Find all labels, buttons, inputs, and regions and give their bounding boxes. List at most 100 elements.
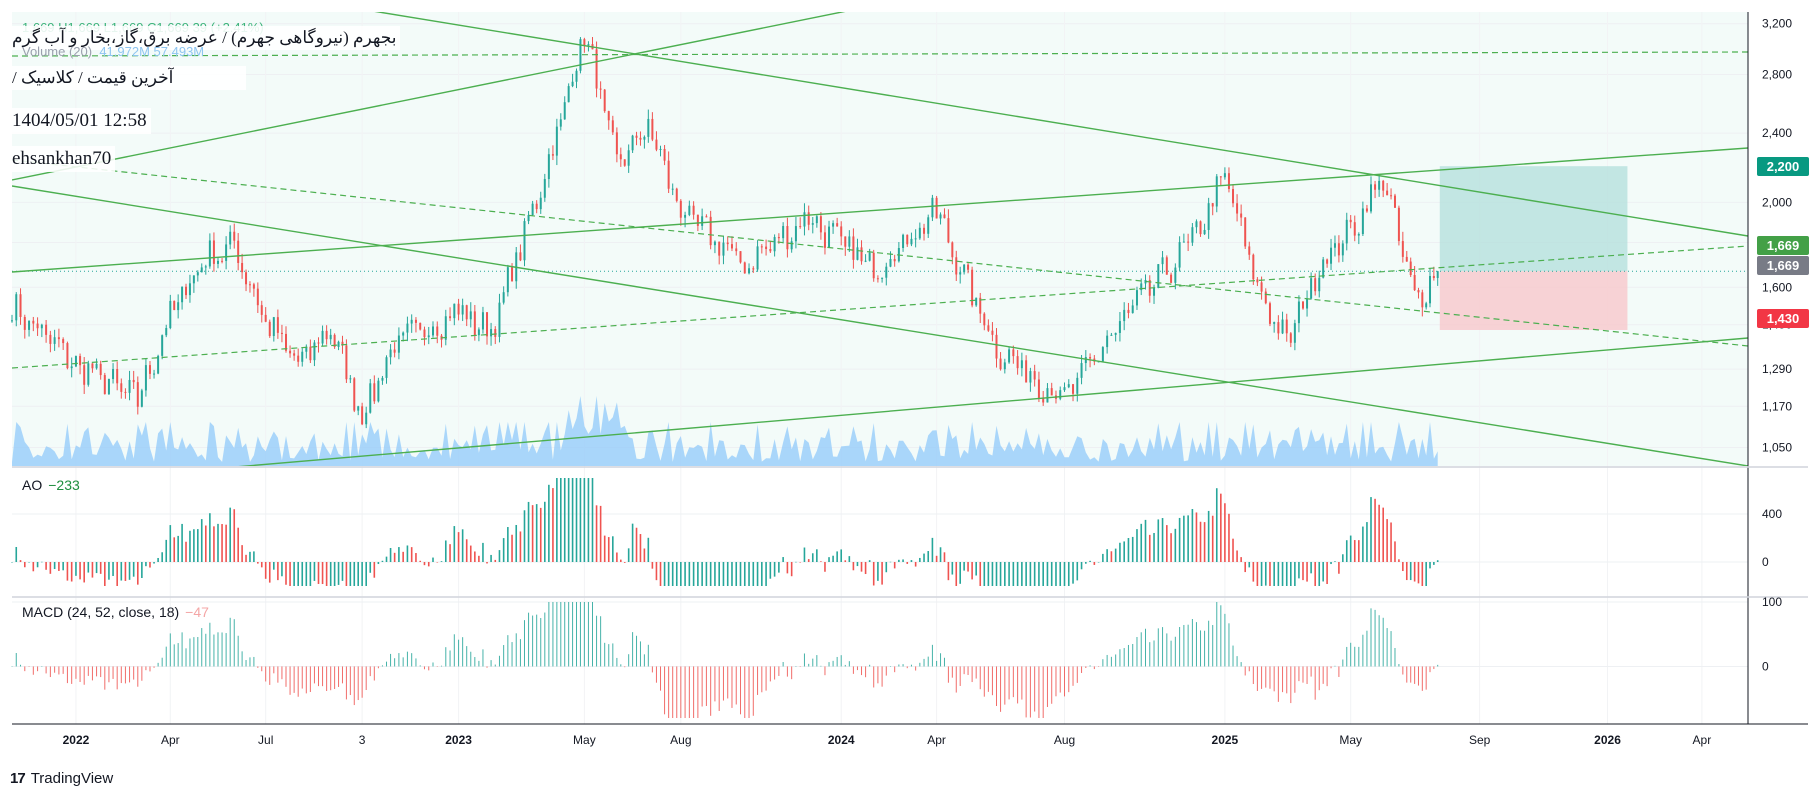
tradingview-logo[interactable]: 17 TradingView	[10, 770, 113, 787]
macd-bar	[587, 602, 589, 667]
macd-bar	[507, 635, 509, 667]
candle-body	[1223, 173, 1226, 178]
ao-bar	[361, 562, 363, 586]
candle-body	[444, 316, 447, 340]
tradingview-mark-icon: 17	[10, 770, 26, 787]
ao-bar	[975, 562, 977, 576]
ao-bar	[761, 562, 763, 586]
ao-bar	[515, 524, 518, 562]
macd-bar	[145, 666, 147, 671]
macd-bar	[1017, 666, 1019, 704]
macd-histogram	[11, 602, 1439, 718]
ao-bar	[556, 478, 558, 562]
macd-bar	[193, 637, 195, 667]
macd-bar	[877, 666, 879, 684]
candle-body	[276, 317, 279, 333]
candle-body	[91, 363, 94, 369]
ao-bar	[1123, 541, 1125, 562]
ao-bar	[852, 562, 855, 571]
ao-bar	[1157, 519, 1160, 562]
ao-bar	[1012, 562, 1015, 586]
macd-bar	[153, 666, 155, 668]
macd-bar	[334, 666, 336, 690]
ao-bar	[539, 507, 542, 562]
macd-bar	[572, 602, 574, 667]
macd-bar	[149, 666, 151, 672]
candle-body	[53, 337, 56, 344]
macd-bar	[1382, 617, 1384, 667]
ao-bar	[563, 478, 566, 562]
candle-body	[112, 369, 115, 380]
candle-body	[777, 237, 780, 239]
macd-bar	[873, 666, 875, 688]
macd-bar	[365, 666, 367, 691]
macd-bar	[1410, 666, 1412, 683]
macd-bar	[1362, 634, 1364, 667]
macd-bar	[1012, 666, 1014, 698]
ao-bar	[301, 562, 304, 586]
ao-bar	[36, 562, 39, 568]
macd-bar	[624, 666, 626, 668]
macd-bar	[15, 653, 17, 667]
target-zone	[1439, 166, 1628, 272]
macd-bar	[357, 666, 359, 701]
macd-bar	[277, 666, 279, 683]
macd-bar	[161, 657, 163, 667]
candle-body	[1349, 219, 1352, 223]
ao-bar	[807, 559, 810, 562]
macd-bar	[544, 612, 546, 667]
trendline-price-tag: 1,669	[1757, 236, 1809, 255]
ao-bar	[1298, 562, 1300, 579]
ao-bar	[461, 529, 464, 562]
candle-body	[722, 242, 725, 256]
ao-bar	[1072, 562, 1074, 584]
candle-body	[844, 236, 847, 247]
candle-body	[402, 332, 405, 336]
candle-body	[615, 132, 618, 155]
macd-bar	[639, 641, 641, 667]
ao-bar	[943, 552, 946, 562]
price-tick-label: 3,200	[1762, 17, 1792, 31]
macd-label[interactable]: MACD (24, 52, close, 18) −47	[22, 604, 209, 620]
candle-body	[1301, 301, 1304, 309]
ao-bar	[449, 544, 451, 562]
macd-bar	[1290, 666, 1292, 704]
ao-bar	[803, 547, 806, 562]
ao-bar	[552, 488, 554, 562]
macd-bar	[568, 602, 570, 667]
macd-bar	[1123, 648, 1125, 667]
macd-bar	[249, 657, 251, 667]
macd-bar	[415, 658, 417, 667]
ao-bar	[353, 562, 356, 586]
macd-bar	[265, 666, 267, 682]
ao-bar	[1294, 562, 1296, 586]
macd-bar	[205, 633, 207, 667]
candle-body	[361, 406, 364, 425]
ao-bar	[748, 562, 750, 586]
macd-bar	[812, 658, 814, 667]
ao-bar	[257, 562, 259, 564]
ao-bar	[790, 562, 793, 577]
candle-body	[498, 302, 501, 337]
ao-bar	[209, 513, 211, 562]
macd-bar	[217, 632, 219, 667]
candle-body	[819, 216, 822, 233]
ao-bar	[935, 555, 938, 562]
macd-bar	[1089, 665, 1091, 667]
candle-body	[511, 267, 514, 282]
ao-bar	[1114, 548, 1117, 562]
candle-body	[83, 365, 86, 385]
candle-body	[325, 330, 328, 340]
candle-body	[1401, 241, 1404, 257]
candle-body	[494, 329, 497, 337]
ao-bar	[1220, 493, 1222, 562]
candle-body	[1281, 319, 1284, 334]
price-tick-label: 2,400	[1762, 126, 1792, 140]
candle-body	[66, 343, 69, 369]
candle-body	[385, 357, 388, 378]
time-tick-label: 3	[359, 733, 366, 747]
macd-bar	[576, 602, 578, 667]
ao-label[interactable]: AO −233	[22, 477, 80, 493]
ao-bar	[1260, 562, 1263, 586]
